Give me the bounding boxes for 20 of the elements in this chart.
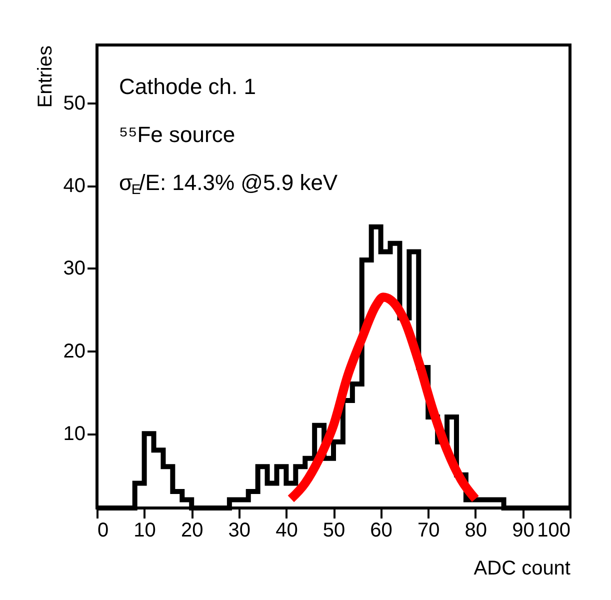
x-tick-label: 0: [98, 520, 109, 542]
y-tick-label: 10: [63, 423, 86, 446]
x-tick-label: 30: [228, 520, 251, 542]
annotation: ⁵⁵Fe source: [119, 122, 236, 147]
x-tick-label: 50: [322, 520, 346, 542]
x-tick-label: 70: [417, 520, 440, 542]
x-axis-title: ADC count: [474, 558, 571, 580]
x-tick-label: 100: [537, 520, 570, 542]
y-axis-title: Entries: [34, 46, 56, 108]
y-tick-label: 30: [63, 258, 86, 280]
y-tick-label: 40: [63, 175, 86, 198]
x-tick-label: 80: [464, 520, 488, 542]
annotation: Cathode ch. 1: [119, 74, 256, 99]
x-tick-label: 40: [276, 520, 298, 542]
x-tick-label: 20: [180, 520, 204, 542]
y-tick-label: 20: [63, 340, 86, 362]
x-tick-label: 60: [370, 520, 392, 542]
x-tick-label: 90: [512, 520, 534, 542]
y-tick-label: 50: [63, 92, 86, 114]
x-tick-label: 10: [134, 520, 156, 542]
